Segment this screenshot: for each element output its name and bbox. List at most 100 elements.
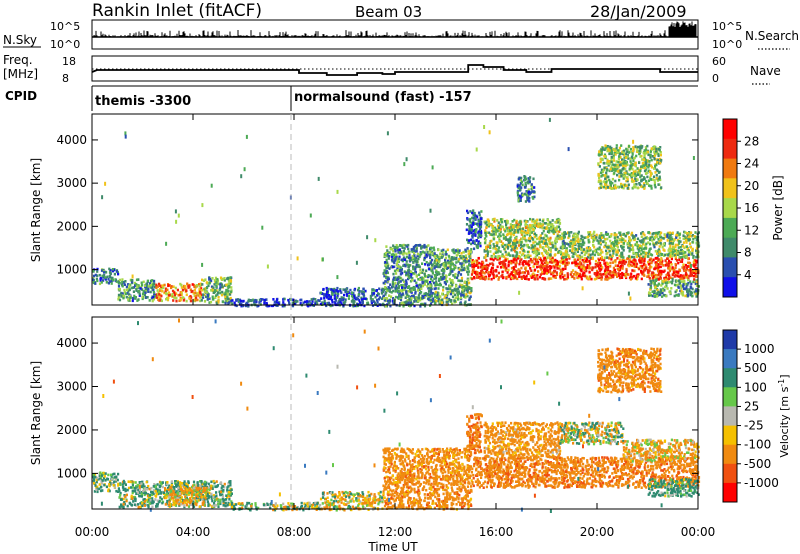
heatmap-cell: [526, 197, 529, 201]
heatmap-cell: [179, 297, 182, 301]
heatmap-cell: [201, 283, 204, 286]
heatmap-cell: [549, 236, 552, 240]
heatmap-cell: [214, 296, 217, 299]
heatmap-cell: [626, 150, 629, 154]
heatmap-cell: [450, 299, 453, 302]
heatmap-cell: [425, 261, 428, 264]
heatmap-cell: [682, 234, 685, 237]
heatmap-cell: [497, 249, 500, 252]
heatmap-cell: [171, 295, 174, 298]
heatmap-cell: [449, 292, 452, 296]
heatmap-cell: [645, 236, 648, 240]
heatmap-cell: [675, 236, 678, 239]
heatmap-cell: [440, 256, 443, 259]
heatmap-cell: [639, 264, 642, 268]
heatmap-cell: [219, 286, 222, 289]
heatmap-cell: [386, 289, 389, 292]
heatmap-cell: [654, 152, 657, 155]
heatmap-cell: [646, 182, 649, 186]
heatmap-cell: [632, 262, 635, 266]
heatmap-cell: [524, 276, 527, 279]
heatmap-cell: [686, 237, 689, 241]
heatmap-cell: [581, 264, 584, 268]
heatmap-cell: [446, 292, 450, 295]
heatmap-cell: [412, 294, 415, 298]
heatmap-cell: [478, 211, 481, 215]
heatmap-cell: [386, 266, 389, 269]
heatmap-cell: [442, 277, 445, 280]
heatmap-cell: [642, 237, 645, 241]
heatmap-cell: [643, 184, 646, 187]
heatmap-cell: [452, 291, 455, 295]
heatmap-cell: [427, 244, 430, 247]
heatmap-cell: [441, 292, 444, 296]
heatmap-cell: [563, 231, 566, 235]
heatmap-cell: [446, 266, 450, 270]
heatmap-cell: [417, 294, 420, 297]
heatmap-cell: [398, 304, 401, 308]
heatmap-cell: [674, 266, 677, 270]
heatmap-cell: [695, 249, 698, 252]
heatmap-cell: [494, 251, 497, 254]
heatmap-cell: [520, 241, 523, 244]
heatmap-cell: [439, 295, 442, 298]
heatmap-cell: [411, 286, 414, 290]
heatmap-cell: [140, 285, 143, 289]
heatmap-cell: [672, 239, 675, 243]
heatmap-cell: [561, 267, 564, 271]
heatmap-cell: [440, 269, 443, 272]
heatmap-cell: [364, 289, 367, 293]
heatmap-cell: [157, 291, 160, 294]
heatmap-cell: [167, 284, 170, 287]
heatmap-cell: [394, 248, 397, 252]
heatmap-cell: [500, 225, 503, 228]
heatmap-cell: [572, 234, 575, 237]
heatmap-cell: [493, 245, 496, 248]
heatmap-cell: [688, 262, 692, 265]
heatmap-cell: [152, 291, 155, 294]
heatmap-cell: [615, 253, 618, 256]
heatmap-cell: [671, 273, 674, 277]
heatmap-cell: [631, 264, 634, 267]
heatmap-cell: [626, 155, 629, 158]
heatmap-cell: [514, 229, 517, 232]
heatmap-cell: [188, 283, 191, 287]
heatmap-cell: [656, 161, 659, 164]
heatmap-cell: [621, 158, 624, 161]
heatmap-cell: [612, 275, 615, 279]
heatmap-cell: [525, 193, 528, 196]
heatmap-cell: [147, 290, 150, 293]
heatmap-cell: [627, 157, 630, 160]
heatmap-cell: [518, 225, 521, 229]
heatmap-cell: [323, 296, 326, 300]
heatmap-cell: [579, 239, 582, 243]
heatmap-cell: [635, 253, 638, 256]
heatmap-cell: [152, 295, 155, 299]
heatmap-cell: [513, 231, 516, 234]
heatmap-cell: [465, 293, 468, 296]
heatmap-cell: [384, 261, 387, 264]
heatmap-cell: [597, 242, 600, 245]
heatmap-cell: [565, 242, 568, 245]
heatmap-cell: [317, 299, 320, 302]
heatmap-cell: [609, 273, 612, 277]
heatmap-cell: [442, 268, 445, 271]
heatmap-cell: [591, 268, 594, 272]
heatmap-cell: [603, 259, 606, 262]
heatmap-cell: [492, 274, 495, 277]
heatmap-cell: [498, 256, 501, 260]
heatmap-cell: [574, 241, 577, 244]
heatmap-cell: [542, 246, 545, 249]
heatmap-cell: [655, 242, 658, 245]
heatmap-cell: [567, 261, 570, 265]
heatmap-cell: [336, 302, 340, 305]
heatmap-cell: [692, 274, 695, 278]
heatmap-cell: [351, 298, 354, 302]
heatmap-cell: [695, 238, 698, 242]
heatmap-cell: [644, 264, 647, 267]
heatmap-cell: [503, 243, 506, 247]
heatmap-cell: [520, 186, 523, 189]
heatmap-cell: [657, 254, 660, 257]
heatmap-cell: [623, 171, 626, 175]
cpid-segment-label: themis -3300: [95, 94, 191, 109]
